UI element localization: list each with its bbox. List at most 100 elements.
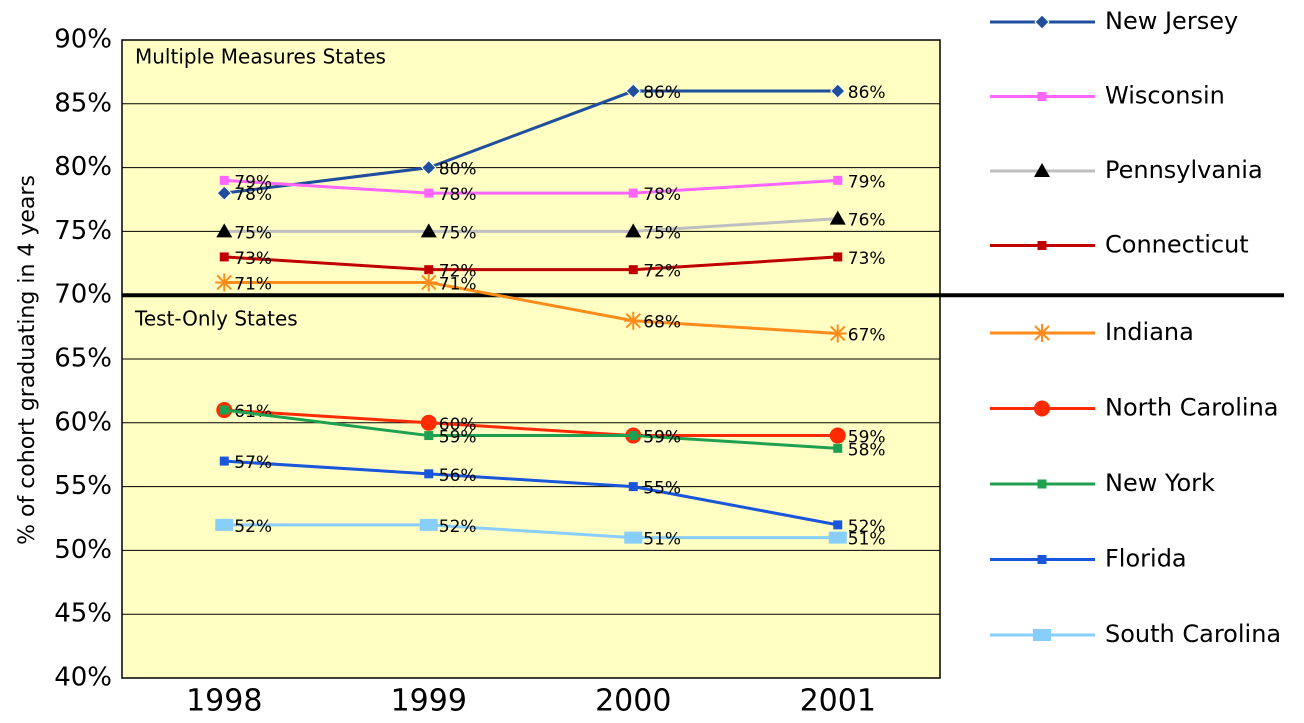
y-tick-label: 65% xyxy=(54,344,112,374)
legend-label: North Carolina xyxy=(1105,394,1279,422)
marker xyxy=(1034,14,1050,30)
data-label: 51% xyxy=(848,530,886,550)
legend-label: Connecticut xyxy=(1105,231,1249,259)
legend-label: Pennsylvania xyxy=(1105,156,1263,184)
data-label: 60% xyxy=(439,415,477,435)
series-line xyxy=(224,255,838,272)
x-tick-label: 2000 xyxy=(595,684,671,719)
series-line xyxy=(224,408,838,450)
y-tick-label: 50% xyxy=(54,535,112,565)
x-tick-label: 2001 xyxy=(800,684,876,719)
series-line xyxy=(224,523,838,540)
marker xyxy=(628,431,638,441)
data-label: 68% xyxy=(643,313,681,333)
marker xyxy=(216,185,232,201)
marker xyxy=(219,252,229,262)
marker xyxy=(829,210,846,225)
marker xyxy=(625,83,641,99)
series-line xyxy=(224,280,838,335)
marker xyxy=(219,175,229,185)
marker xyxy=(424,188,434,198)
x-tick-label: 1998 xyxy=(186,684,262,719)
data-label: 51% xyxy=(643,530,681,550)
data-label: 71% xyxy=(439,274,477,294)
data-label: 61% xyxy=(234,402,272,422)
y-tick-label: 40% xyxy=(54,663,112,693)
data-label: 58% xyxy=(848,440,886,460)
data-label: 56% xyxy=(439,466,477,486)
y-tick-label: 80% xyxy=(54,152,112,182)
marker xyxy=(830,83,846,99)
marker xyxy=(1033,629,1051,641)
marker xyxy=(833,252,843,262)
data-label: 72% xyxy=(643,262,681,282)
marker xyxy=(424,265,434,275)
marker xyxy=(1033,324,1051,342)
marker xyxy=(1037,555,1047,564)
marker xyxy=(420,414,437,431)
marker xyxy=(624,531,643,544)
marker xyxy=(1034,400,1050,417)
marker xyxy=(215,518,234,531)
series-line xyxy=(224,89,838,195)
marker xyxy=(833,175,843,185)
series-line xyxy=(224,217,838,233)
marker xyxy=(420,223,437,238)
y-tick-label: 70% xyxy=(54,280,112,310)
data-label: 79% xyxy=(234,172,272,192)
data-label: 52% xyxy=(234,517,272,537)
marker xyxy=(833,443,843,453)
y-tick-label: 55% xyxy=(54,471,112,501)
x-tick-label: 1999 xyxy=(391,684,467,719)
marker xyxy=(829,427,846,444)
data-label: 72% xyxy=(439,262,477,282)
data-label: 55% xyxy=(643,479,681,499)
y-axis-label: % of cohort graduating in 4 years xyxy=(15,175,40,545)
data-label: 78% xyxy=(643,185,681,205)
marker xyxy=(833,520,843,530)
marker xyxy=(419,518,438,531)
marker xyxy=(1037,241,1047,250)
legend-label: New Jersey xyxy=(1105,7,1238,35)
series-line xyxy=(224,408,838,438)
marker xyxy=(215,273,234,292)
legend-label: Indiana xyxy=(1105,318,1194,346)
data-label: 73% xyxy=(234,249,272,269)
marker xyxy=(628,188,638,198)
marker xyxy=(419,273,438,292)
marker xyxy=(219,456,229,466)
data-label: 80% xyxy=(439,160,477,180)
data-label: 86% xyxy=(643,83,681,103)
marker xyxy=(828,324,847,343)
data-label: 59% xyxy=(848,428,886,448)
data-label: 52% xyxy=(439,517,477,537)
data-label: 59% xyxy=(439,428,477,448)
marker xyxy=(1037,92,1047,101)
data-label: 78% xyxy=(439,185,477,205)
data-label: 76% xyxy=(848,211,886,231)
data-label: 86% xyxy=(848,83,886,103)
data-label: 75% xyxy=(643,223,681,243)
data-label: 75% xyxy=(439,223,477,243)
data-label: 79% xyxy=(848,172,886,192)
marker xyxy=(1037,479,1047,489)
series-line xyxy=(224,178,838,195)
data-label: 57% xyxy=(234,453,272,473)
annotation: Test-Only States xyxy=(134,307,298,331)
marker xyxy=(628,482,638,492)
data-label: 59% xyxy=(643,428,681,448)
marker xyxy=(624,311,643,330)
marker xyxy=(421,159,437,176)
legend-label: Wisconsin xyxy=(1105,82,1225,110)
data-label: 73% xyxy=(848,249,886,269)
marker xyxy=(424,431,434,441)
marker xyxy=(628,265,638,275)
y-tick-label: 60% xyxy=(54,407,112,437)
annotation: Multiple Measures States xyxy=(135,45,386,69)
marker xyxy=(216,223,233,238)
data-label: 75% xyxy=(234,223,272,243)
data-label: 52% xyxy=(848,517,886,537)
data-label: 67% xyxy=(848,325,886,345)
y-tick-label: 75% xyxy=(54,216,112,246)
